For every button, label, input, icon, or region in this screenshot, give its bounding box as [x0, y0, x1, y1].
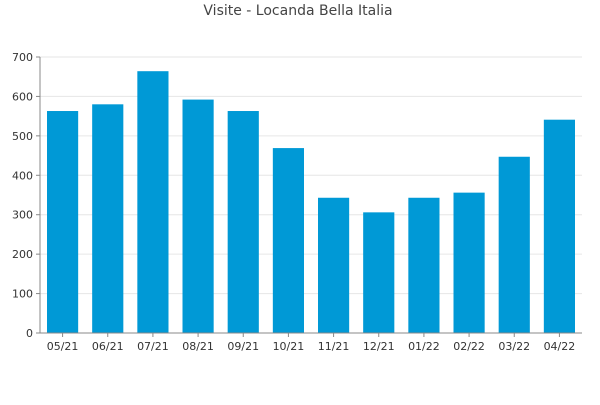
bar — [453, 192, 485, 333]
x-tick-label: 02/22 — [453, 340, 485, 353]
x-tick-label: 10/21 — [273, 340, 305, 353]
x-tick-label: 11/21 — [318, 340, 350, 353]
bar — [47, 111, 79, 333]
bar — [227, 111, 259, 333]
x-tick-label: 04/22 — [544, 340, 576, 353]
x-tick-label: 05/21 — [47, 340, 79, 353]
bar — [318, 197, 350, 333]
axes — [36, 56, 582, 337]
y-tick-label: 500 — [12, 130, 33, 143]
y-tick-label: 200 — [12, 248, 33, 261]
x-tick-label: 07/21 — [137, 340, 169, 353]
bar — [182, 99, 214, 333]
y-tick-label: 300 — [12, 209, 33, 222]
bars — [47, 71, 575, 334]
x-tick-label: 08/21 — [182, 340, 214, 353]
y-tick-label: 700 — [12, 51, 33, 64]
bar — [408, 197, 440, 333]
tick-labels: 0 100 200 300 400 500 600 700 05/21 06/21 07/21 08/… — [12, 51, 575, 353]
x-tick-label: 06/21 — [92, 340, 124, 353]
bar — [498, 156, 530, 333]
bar — [92, 104, 124, 333]
x-tick-label: 09/21 — [227, 340, 259, 353]
y-tick-label: 100 — [12, 288, 33, 301]
gridlines — [40, 56, 582, 295]
bar — [272, 148, 304, 333]
bar — [137, 71, 169, 334]
y-tick-label: 400 — [12, 169, 33, 182]
x-tick-label: 01/22 — [408, 340, 440, 353]
y-tick-label: 0 — [26, 327, 33, 340]
bar — [363, 212, 395, 333]
bar — [543, 119, 575, 333]
x-tick-label: 12/21 — [363, 340, 395, 353]
chart-title: Visite - Locanda Bella Italia — [203, 3, 392, 19]
x-tick-label: 03/22 — [498, 340, 530, 353]
y-tick-label: 600 — [12, 90, 33, 103]
